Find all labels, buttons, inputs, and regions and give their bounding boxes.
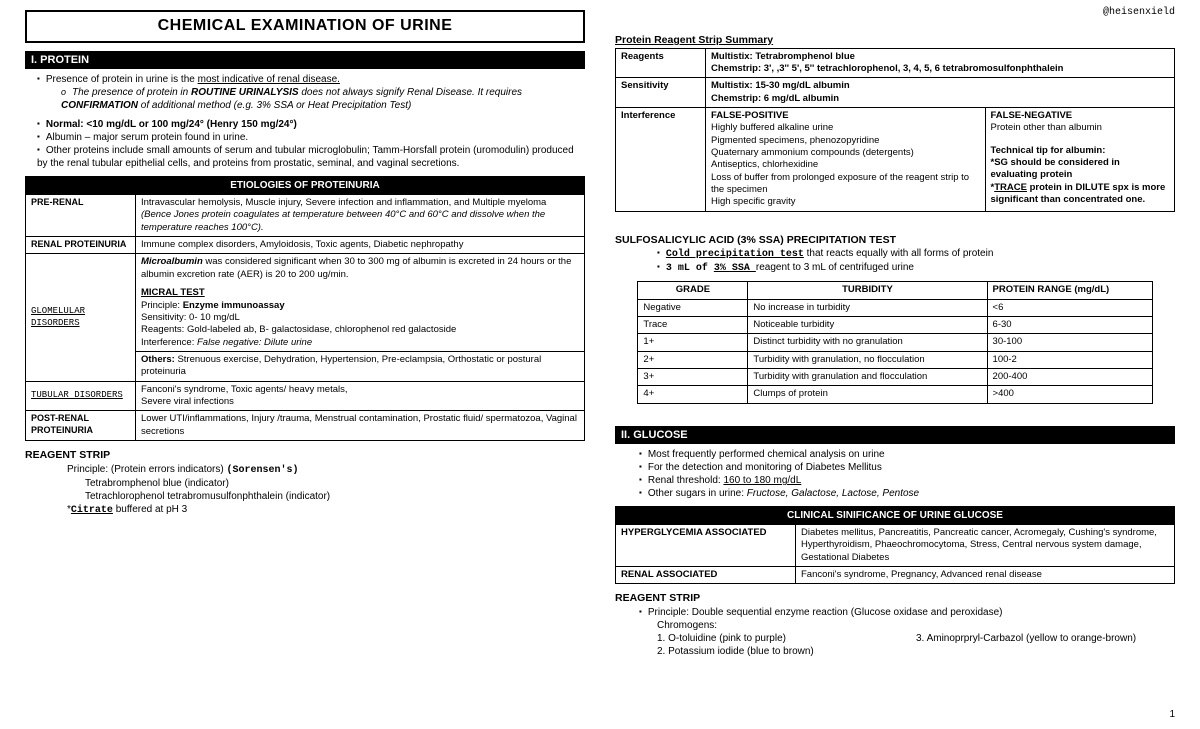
reagent-strip-heading: REAGENT STRIP — [25, 449, 585, 463]
table-row: RENAL ASSOCIATED Fanconi's syndrome, Pre… — [616, 567, 1175, 584]
bullet: Other sugars in urine: Fructose, Galacto… — [639, 487, 1175, 500]
table-row: RENAL PROTEINURIA Immune complex disorde… — [26, 237, 585, 254]
reagent-strip-line: Tetrabromphenol blue (indicator) — [25, 477, 585, 490]
bullet: Renal threshold: 160 to 180 mg/dL — [639, 474, 1175, 487]
page-title: CHEMICAL EXAMINATION OF URINE — [25, 10, 585, 43]
table-row: Interference FALSE-POSITIVE Highly buffe… — [616, 108, 1175, 212]
table-row: Sensitivity Multistix: 15-30 mg/dL album… — [616, 78, 1175, 108]
two-column-layout: CHEMICAL EXAMINATION OF URINE I. PROTEIN… — [25, 10, 1175, 658]
table-header-row: GRADE TURBIDITY PROTEIN RANGE (mg/dL) — [638, 282, 1152, 299]
right-column: Protein Reagent Strip Summary Reagents M… — [615, 10, 1175, 658]
chromogens-label: Chromogens: — [615, 619, 1175, 632]
protein-bullets: Presence of protein in urine is the most… — [25, 73, 585, 112]
chromogens-row2: 2. Potassium iodide (blue to brown) — [615, 645, 1175, 658]
protein-bullets-2: Normal: <10 mg/dL or 100 mg/24° (Henry 1… — [25, 118, 585, 170]
bullet: Other proteins include small amounts of … — [37, 144, 585, 170]
sub-bullet: The presence of protein in ROUTINE URINA… — [61, 86, 585, 112]
table-row: TraceNoticeable turbidity6-30 — [638, 317, 1152, 334]
reagent-strip-line: Tetrachlorophenol tetrabromusulfonphthal… — [25, 490, 585, 503]
section2-bar: II. GLUCOSE — [615, 426, 1175, 444]
table-row: 3+Turbidity with granulation and floccul… — [638, 369, 1152, 386]
bullet: Principle: Double sequential enzyme reac… — [639, 606, 1175, 619]
chromogens-row: 1. O-toluidine (pink to purple) 3. Amino… — [615, 632, 1175, 645]
bullet: Cold precipitation test that reacts equa… — [657, 247, 1175, 261]
table-row: TUBULAR DISORDERS Fanconi's syndrome, To… — [26, 381, 585, 411]
table-row: 4+Clumps of protein>400 — [638, 386, 1152, 403]
table-row: POST-RENAL PROTEINURIA Lower UTI/inflamm… — [26, 411, 585, 441]
table-row: HYPERGLYCEMIA ASSOCIATED Diabetes mellit… — [616, 525, 1175, 567]
table-row: NegativeNo increase in turbidity<6 — [638, 299, 1152, 316]
ssa-heading: SULFOSALICYLIC ACID (3% SSA) PRECIPITATI… — [615, 234, 1175, 248]
table-row: PRE-RENAL Intravascular hemolysis, Muscl… — [26, 195, 585, 237]
table-header: ETIOLOGIES OF PROTEINURIA — [26, 177, 585, 195]
table-row: 2+Turbidity with granulation, no floccul… — [638, 351, 1152, 368]
reagent-strip-line: *Citrate buffered at pH 3 — [25, 503, 585, 517]
glucose-table: CLINICAL SINIFICANCE OF URINE GLUCOSE HY… — [615, 506, 1175, 584]
table-row: Reagents Multistix: Tetrabromphenol blue… — [616, 48, 1175, 78]
watermark: @heisenxield — [1103, 6, 1175, 19]
reagent-strip2-bullets: Principle: Double sequential enzyme reac… — [615, 606, 1175, 619]
page-number: 1 — [1169, 708, 1175, 721]
bullet: Normal: <10 mg/dL or 100 mg/24° (Henry 1… — [37, 118, 585, 131]
section1-bar: I. PROTEIN — [25, 51, 585, 69]
table-row: 1+Distinct turbidity with no granulation… — [638, 334, 1152, 351]
glucose-bullets: Most frequently performed chemical analy… — [615, 448, 1175, 500]
table-header: CLINICAL SINIFICANCE OF URINE GLUCOSE — [616, 507, 1175, 525]
bullet: Most frequently performed chemical analy… — [639, 448, 1175, 461]
reagent-summary-heading: Protein Reagent Strip Summary — [615, 34, 1175, 48]
reagent-summary-table: Reagents Multistix: Tetrabromphenol blue… — [615, 48, 1175, 212]
bullet: For the detection and monitoring of Diab… — [639, 461, 1175, 474]
etiologies-table: ETIOLOGIES OF PROTEINURIA PRE-RENAL Intr… — [25, 176, 585, 441]
reagent-strip-line: Principle: (Protein errors indicators) (… — [25, 463, 585, 477]
ssa-bullets: Cold precipitation test that reacts equa… — [615, 247, 1175, 275]
bullet: Albumin – major serum protein found in u… — [37, 131, 585, 144]
bullet: 3 mL of 3% SSA reagent to 3 mL of centri… — [657, 261, 1175, 275]
left-column: CHEMICAL EXAMINATION OF URINE I. PROTEIN… — [25, 10, 585, 658]
ssa-table: GRADE TURBIDITY PROTEIN RANGE (mg/dL) Ne… — [637, 281, 1152, 403]
table-row: GLOMELULAR DISORDERS Microalbumin was co… — [26, 254, 585, 351]
bullet: Presence of protein in urine is the most… — [37, 73, 585, 112]
reagent-strip2-heading: REAGENT STRIP — [615, 592, 1175, 606]
